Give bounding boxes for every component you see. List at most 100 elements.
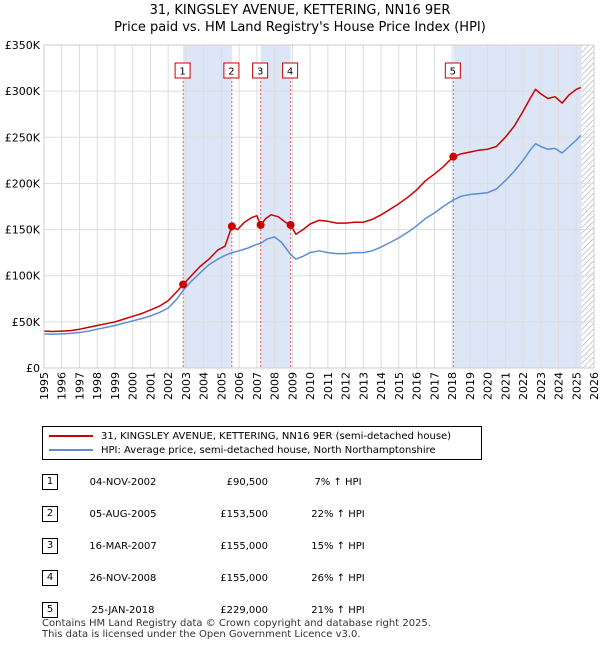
- x-tick-label: 1999: [109, 372, 122, 400]
- transaction-hpi-diff: 15% ↑ HPI: [311, 540, 365, 552]
- x-tick-label: 2001: [144, 372, 157, 400]
- x-tick-label: 2015: [393, 372, 406, 400]
- transaction-date: 26-NOV-2008: [89, 572, 157, 584]
- y-tick-label: £250K: [5, 131, 41, 144]
- y-tick-label: £300K: [5, 85, 41, 98]
- sale-marker: [449, 152, 458, 161]
- y-tick-label: £50K: [12, 316, 41, 329]
- chart-title-line1: 31, KINGSLEY AVENUE, KETTERING, NN16 9ER: [149, 3, 451, 18]
- footer-line1: Contains HM Land Registry data © Crown c…: [42, 618, 431, 629]
- transaction-number-badge: 1: [42, 474, 58, 490]
- table-row: 4 26-NOV-2008 £155,000 26% ↑ HPI: [42, 562, 398, 594]
- x-tick-label: 2021: [499, 372, 512, 400]
- ownership-period-shade: [183, 45, 232, 368]
- hpi-line: [43, 134, 582, 336]
- legend-item-property: 31, KINGSLEY AVENUE, KETTERING, NN16 9ER…: [49, 430, 451, 444]
- table-row: 3 16-MAR-2007 £155,000 15% ↑ HPI: [42, 530, 398, 562]
- sale-badge-box: [282, 62, 299, 79]
- y-tick-label: £200K: [5, 177, 41, 190]
- x-tick-label: 2023: [535, 372, 548, 400]
- sale-badge-label: 3: [257, 67, 263, 78]
- x-tick-label: 2007: [251, 372, 264, 400]
- x-tick-label: 2025: [570, 372, 583, 400]
- transaction-price: £153,500: [220, 508, 268, 520]
- future-hatch-region: [581, 45, 594, 368]
- transaction-price: £229,000: [220, 604, 268, 616]
- y-tick-label: £350K: [5, 39, 41, 52]
- transaction-date: 16-MAR-2007: [89, 540, 157, 552]
- sale-marker: [227, 222, 236, 231]
- x-tick-label: 2010: [304, 372, 317, 400]
- x-tick-label: 2022: [517, 372, 530, 400]
- legend-hpi-label: HPI: Average price, semi-detached house,…: [101, 445, 436, 456]
- legend-property-label: 31, KINGSLEY AVENUE, KETTERING, NN16 9ER…: [101, 431, 452, 442]
- legend-hpi-line: [49, 449, 93, 451]
- x-tick-label: 2024: [553, 372, 566, 400]
- x-tick-label: 1998: [91, 372, 104, 400]
- transaction-number-badge: 4: [42, 570, 58, 586]
- x-tick-label: 2002: [162, 372, 175, 400]
- ownership-period-shade: [453, 45, 582, 368]
- sale-badge-label: 4: [287, 67, 293, 78]
- x-tick-label: 2012: [340, 372, 353, 400]
- x-tick-label: 1997: [73, 372, 86, 400]
- transaction-hpi-diff: 21% ↑ HPI: [311, 604, 365, 616]
- x-tick-label: 2026: [588, 372, 600, 400]
- x-tick-label: 2006: [233, 372, 246, 400]
- x-tick-label: 2003: [180, 372, 193, 400]
- sale-badge-box: [174, 62, 191, 79]
- transaction-hpi-diff: 22% ↑ HPI: [311, 508, 365, 520]
- y-tick-label: £0: [26, 362, 40, 375]
- table-row: 5 25-JAN-2018 £229,000 21% ↑ HPI: [42, 594, 398, 626]
- y-tick-label: £150K: [5, 224, 41, 237]
- x-tick-label: 2009: [286, 372, 299, 400]
- x-tick-label: 2000: [127, 372, 140, 400]
- footer-line2: This data is licensed under the Open Gov…: [42, 629, 361, 640]
- sale-badge-label: 1: [179, 67, 185, 78]
- x-tick-label: 2013: [357, 372, 370, 400]
- ownership-period-shade: [260, 45, 291, 368]
- plot-area-border: [43, 44, 595, 369]
- property-price-line: [43, 86, 581, 333]
- x-tick-label: 2014: [375, 372, 388, 400]
- x-tick-label: 2019: [464, 372, 477, 400]
- sale-marker: [286, 220, 295, 229]
- x-tick-label: 2004: [198, 372, 211, 400]
- transaction-date: 25-JAN-2018: [91, 604, 155, 616]
- x-tick-label: 1995: [38, 372, 51, 400]
- chart-title-line2: Price paid vs. HM Land Registry's House …: [114, 20, 486, 35]
- table-row: 2 05-AUG-2005 £153,500 22% ↑ HPI: [42, 498, 398, 530]
- sale-badge-box: [223, 62, 240, 79]
- x-tick-label: 2005: [215, 372, 228, 400]
- transaction-price: £155,000: [220, 572, 268, 584]
- x-tick-label: 2020: [482, 372, 495, 400]
- chart-legend: 31, KINGSLEY AVENUE, KETTERING, NN16 9ER…: [42, 426, 482, 460]
- transactions-table: 1 04-NOV-2002 £90,500 7% ↑ HPI 2 05-AUG-…: [42, 466, 398, 626]
- x-tick-label: 2018: [446, 372, 459, 400]
- price-chart: 1 2 3 4 5 £0 £50K £100K £150K £200K £250K £300K £35…: [5, 39, 600, 400]
- transaction-date: 05-AUG-2005: [89, 508, 157, 520]
- sale-badge-box: [252, 62, 269, 79]
- sale-badge-label: 5: [450, 67, 456, 78]
- sale-marker: [256, 220, 265, 229]
- footer-attribution: Contains HM Land Registry data © Crown c…: [42, 618, 431, 640]
- sale-badge-box: [444, 62, 461, 79]
- transaction-date: 04-NOV-2002: [89, 476, 157, 488]
- transaction-hpi-diff: 26% ↑ HPI: [311, 572, 365, 584]
- transaction-hpi-diff: 7% ↑ HPI: [314, 476, 362, 488]
- chart-title: 31, KINGSLEY AVENUE, KETTERING, NN16 9ER…: [0, 2, 600, 36]
- table-row: 1 04-NOV-2002 £90,500 7% ↑ HPI: [42, 466, 398, 498]
- transaction-number-badge: 2: [42, 506, 58, 522]
- transaction-price: £155,000: [220, 540, 268, 552]
- legend-property-line: [49, 435, 93, 437]
- sale-badge-label: 2: [228, 67, 234, 78]
- transaction-number-badge: 3: [42, 538, 58, 554]
- x-tick-label: 1996: [56, 372, 69, 400]
- legend-item-hpi: HPI: Average price, semi-detached house,…: [49, 444, 436, 458]
- x-tick-label: 2017: [428, 372, 441, 400]
- x-tick-label: 2016: [411, 372, 424, 400]
- y-tick-label: £100K: [5, 270, 41, 283]
- transaction-price: £90,500: [226, 476, 268, 488]
- x-tick-label: 2011: [322, 372, 335, 400]
- x-tick-label: 2008: [269, 372, 282, 400]
